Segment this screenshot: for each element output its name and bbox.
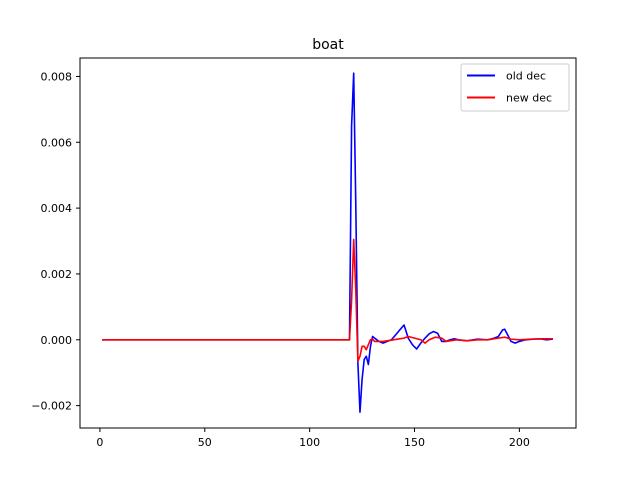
y-tick-label: 0.004 bbox=[41, 202, 73, 215]
y-tick-label: 0.002 bbox=[41, 268, 73, 281]
legend: old dec new dec bbox=[460, 63, 570, 112]
x-tick-label: 100 bbox=[299, 436, 320, 449]
x-tick-label: 0 bbox=[96, 436, 103, 449]
y-tick-label: 0.008 bbox=[41, 70, 73, 83]
y-tick-label: −0.002 bbox=[31, 400, 72, 413]
y-tick-label: 0.006 bbox=[41, 136, 73, 149]
series-line-old-dec bbox=[102, 72, 554, 414]
plot-area bbox=[102, 72, 554, 414]
legend-label-old-dec: old dec bbox=[506, 70, 546, 83]
axes-frame bbox=[79, 57, 577, 429]
chart-title: boat bbox=[312, 37, 344, 53]
legend-label-new-dec: new dec bbox=[506, 92, 552, 105]
x-axis: 0 50 100 150 200 bbox=[96, 428, 530, 449]
y-tick-label: 0.000 bbox=[41, 334, 73, 347]
x-tick-label: 150 bbox=[404, 436, 425, 449]
y-axis: −0.002 0.000 0.002 0.004 0.006 0.008 bbox=[31, 70, 80, 413]
x-tick-label: 50 bbox=[198, 436, 212, 449]
series-line-new-dec bbox=[102, 238, 553, 362]
x-tick-label: 200 bbox=[509, 436, 530, 449]
